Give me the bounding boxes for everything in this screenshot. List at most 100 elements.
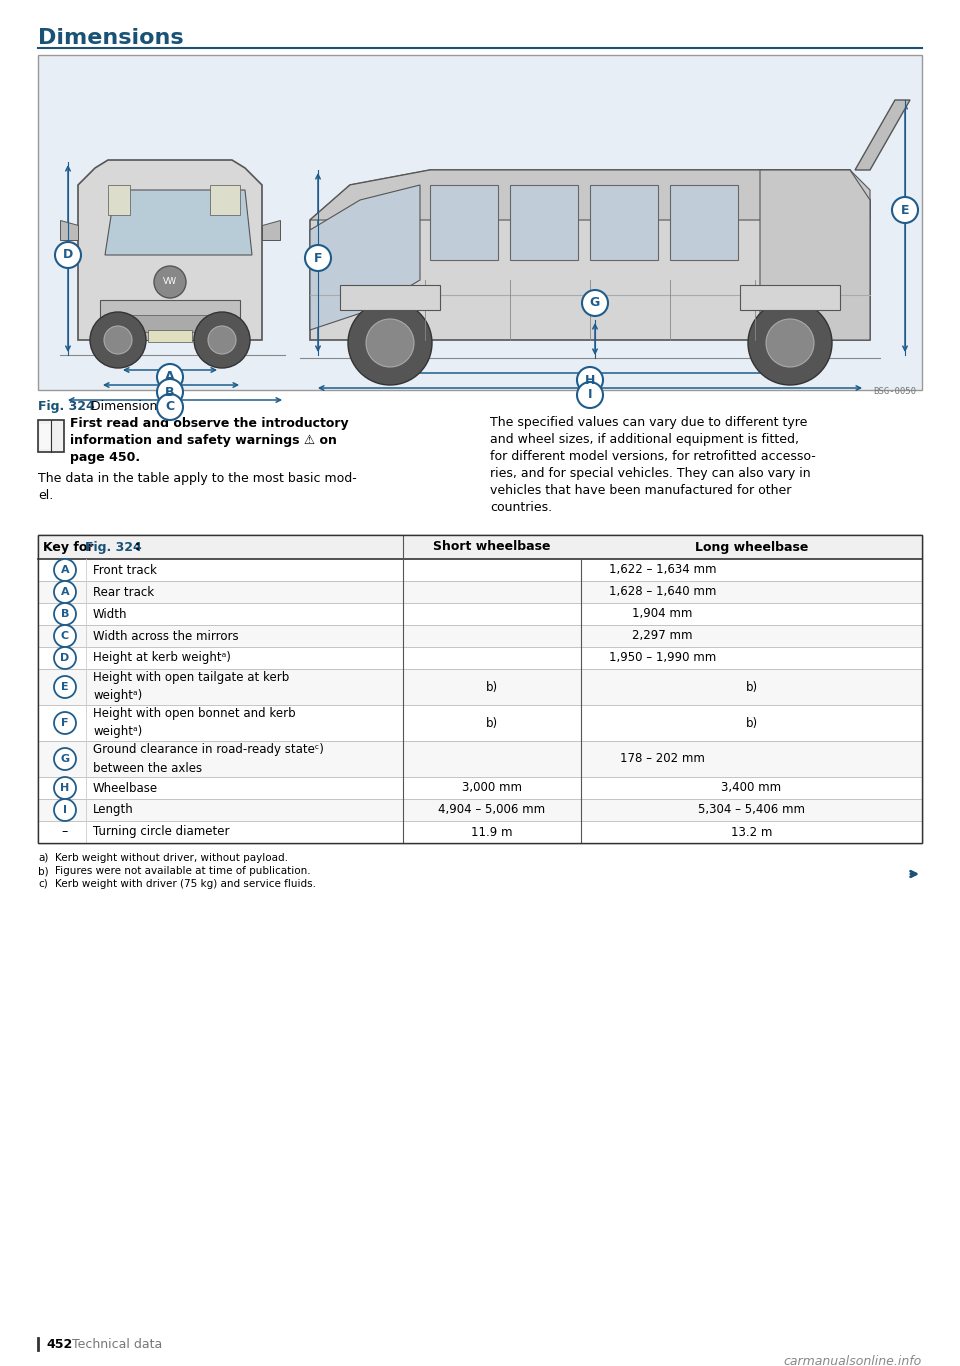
Polygon shape [310, 169, 870, 220]
Text: :: : [135, 541, 140, 553]
Text: Kerb weight without driver, without payload.: Kerb weight without driver, without payl… [55, 852, 288, 863]
Text: A: A [60, 587, 69, 597]
Polygon shape [78, 160, 262, 340]
Text: G: G [589, 296, 600, 310]
Text: Width across the mirrors: Width across the mirrors [93, 630, 239, 642]
Polygon shape [108, 184, 130, 214]
Text: 11.9 m: 11.9 m [471, 825, 513, 839]
Text: Height with open tailgate at kerb: Height with open tailgate at kerb [93, 672, 289, 684]
Circle shape [208, 326, 236, 354]
Circle shape [154, 266, 186, 298]
Circle shape [54, 777, 76, 799]
Circle shape [366, 320, 414, 367]
Text: c): c) [38, 878, 48, 889]
Text: A: A [165, 370, 175, 384]
Text: The specified values can vary due to different tyre
and wheel sizes, if addition: The specified values can vary due to dif… [490, 417, 816, 514]
Polygon shape [60, 220, 78, 240]
Text: b): b) [486, 680, 498, 694]
FancyBboxPatch shape [38, 535, 922, 843]
FancyBboxPatch shape [740, 285, 840, 310]
FancyBboxPatch shape [38, 740, 922, 777]
Circle shape [54, 647, 76, 669]
Text: First read and observe the introductory
information and safety warnings ⚠ on
pag: First read and observe the introductory … [70, 417, 348, 464]
Circle shape [104, 326, 132, 354]
Polygon shape [760, 169, 870, 340]
FancyBboxPatch shape [38, 821, 922, 843]
Text: VW: VW [163, 277, 177, 287]
Text: D: D [60, 653, 70, 663]
Text: Dimensions.: Dimensions. [83, 400, 168, 413]
Circle shape [748, 301, 832, 385]
Text: Rear track: Rear track [93, 586, 155, 598]
Text: D: D [62, 249, 73, 261]
Text: Key for: Key for [43, 541, 98, 553]
FancyBboxPatch shape [40, 423, 50, 449]
FancyBboxPatch shape [38, 669, 922, 705]
Text: I: I [63, 805, 67, 816]
Text: Long wheelbase: Long wheelbase [695, 541, 808, 553]
Text: Kerb weight with driver (75 kg) and service fluids.: Kerb weight with driver (75 kg) and serv… [55, 878, 316, 889]
Polygon shape [105, 190, 252, 255]
Text: Length: Length [93, 803, 133, 817]
Text: Width: Width [93, 608, 128, 620]
FancyBboxPatch shape [38, 602, 922, 626]
FancyBboxPatch shape [38, 55, 922, 391]
Text: Figures were not available at time of publication.: Figures were not available at time of pu… [55, 866, 311, 876]
FancyBboxPatch shape [340, 285, 440, 310]
FancyBboxPatch shape [38, 626, 922, 647]
Text: a): a) [38, 852, 48, 863]
Text: Technical data: Technical data [72, 1337, 162, 1351]
Text: G: G [60, 754, 69, 764]
Text: 4,904 – 5,006 mm: 4,904 – 5,006 mm [439, 803, 545, 817]
Text: H: H [60, 783, 70, 794]
Circle shape [582, 290, 608, 316]
Circle shape [194, 311, 250, 367]
Text: weightᵃ): weightᵃ) [93, 690, 142, 702]
FancyBboxPatch shape [38, 799, 922, 821]
Polygon shape [310, 169, 870, 340]
FancyBboxPatch shape [38, 535, 922, 559]
Text: BSG-0050: BSG-0050 [873, 387, 916, 396]
Polygon shape [855, 100, 910, 169]
FancyBboxPatch shape [38, 419, 64, 452]
Text: 1,628 – 1,640 mm: 1,628 – 1,640 mm [609, 586, 716, 598]
Text: Height at kerb weightᵃ): Height at kerb weightᵃ) [93, 652, 230, 664]
Circle shape [892, 197, 918, 223]
Text: b): b) [745, 680, 757, 694]
Text: b): b) [486, 717, 498, 729]
FancyBboxPatch shape [38, 559, 922, 581]
FancyBboxPatch shape [100, 301, 240, 340]
Text: weightᵃ): weightᵃ) [93, 725, 142, 739]
Text: 2,297 mm: 2,297 mm [633, 630, 693, 642]
Polygon shape [510, 184, 578, 260]
Circle shape [54, 712, 76, 734]
Text: b): b) [745, 717, 757, 729]
Circle shape [766, 320, 814, 367]
Polygon shape [310, 184, 420, 331]
Text: 1,622 – 1,634 mm: 1,622 – 1,634 mm [609, 564, 716, 576]
Polygon shape [590, 184, 658, 260]
FancyBboxPatch shape [38, 705, 922, 740]
Circle shape [54, 581, 76, 602]
Text: Fig. 324: Fig. 324 [85, 541, 142, 553]
Text: carmanualsonline.info: carmanualsonline.info [783, 1355, 922, 1366]
Text: Turning circle diameter: Turning circle diameter [93, 825, 229, 839]
Text: B: B [165, 385, 175, 399]
Text: Wheelbase: Wheelbase [93, 781, 158, 795]
Text: Short wheelbase: Short wheelbase [433, 541, 551, 553]
Circle shape [54, 626, 76, 647]
Circle shape [157, 393, 183, 419]
Text: –: – [61, 825, 68, 839]
Polygon shape [210, 184, 240, 214]
Text: I: I [588, 388, 592, 402]
Circle shape [90, 311, 146, 367]
Text: A: A [60, 566, 69, 575]
Text: B: B [60, 609, 69, 619]
Text: 1,950 – 1,990 mm: 1,950 – 1,990 mm [609, 652, 716, 664]
Polygon shape [670, 184, 738, 260]
Text: between the axles: between the axles [93, 761, 203, 775]
Text: Ground clearance in road-ready stateᶜ): Ground clearance in road-ready stateᶜ) [93, 743, 324, 757]
Circle shape [305, 245, 331, 270]
Text: H: H [585, 373, 595, 387]
Circle shape [54, 749, 76, 770]
